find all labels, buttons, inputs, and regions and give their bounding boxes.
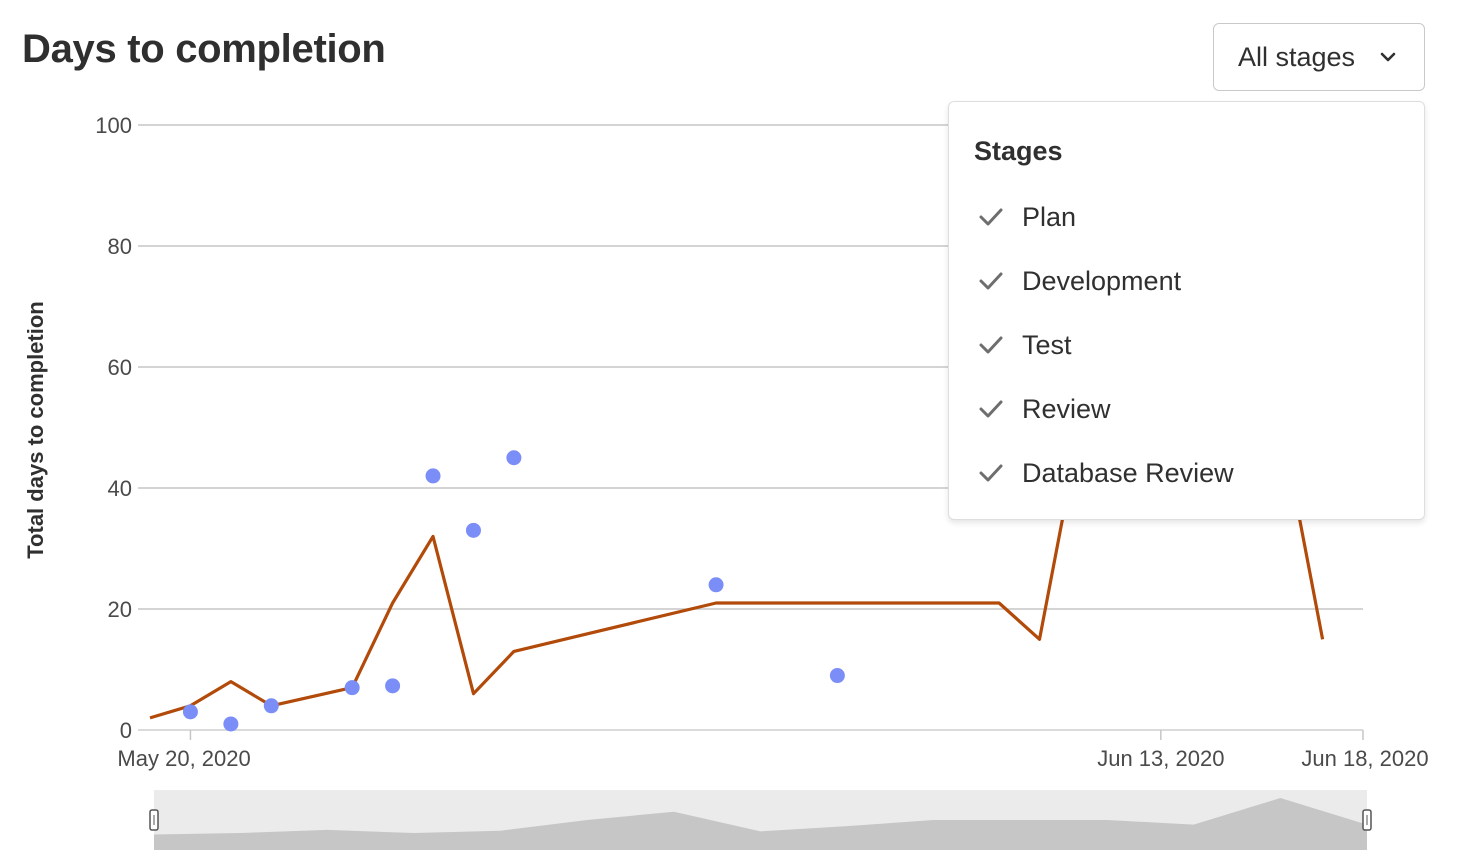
y-tick-label: 20	[108, 597, 132, 622]
stage-menu-header: Stages	[974, 136, 1063, 166]
chart-navigator[interactable]	[149, 790, 1372, 850]
stage-option-label: Review	[1022, 394, 1111, 424]
x-tick-label: Jun 13, 2020	[1097, 746, 1224, 771]
check-icon	[979, 208, 1003, 226]
stage-filter-label: All stages	[1238, 41, 1356, 72]
x-axis: May 20, 2020 Jun 13, 2020 Jun 18, 2020	[117, 730, 1429, 771]
stage-option-plan[interactable]: Plan	[949, 190, 1424, 244]
stage-filter-dropdown[interactable]: All stages	[1213, 23, 1425, 91]
x-tick-label: Jun 18, 2020	[1301, 746, 1428, 771]
check-icon	[979, 464, 1003, 482]
y-axis-title: Total days to completion	[23, 301, 48, 559]
scatter-point	[385, 678, 401, 694]
y-tick-label: 60	[108, 355, 132, 380]
check-icon	[979, 272, 1003, 290]
y-tick-label: 40	[108, 476, 132, 501]
stage-filter-menu: Stages Plan Development Test Review Data…	[948, 101, 1425, 520]
check-icon	[979, 400, 1003, 418]
stage-option-test[interactable]: Test	[949, 318, 1424, 372]
stage-option-database-review[interactable]: Database Review	[949, 446, 1424, 500]
scatter-point	[708, 577, 724, 593]
stage-option-review[interactable]: Review	[949, 382, 1424, 436]
scatter-point	[182, 704, 198, 720]
y-tick-label: 100	[95, 113, 132, 138]
page-title: Days to completion	[22, 27, 386, 71]
scatter-point	[344, 680, 360, 696]
scatter-point	[465, 522, 481, 538]
x-tick-label: May 20, 2020	[117, 746, 250, 771]
y-tick-label: 80	[108, 234, 132, 259]
chevron-down-icon	[1380, 52, 1396, 62]
check-icon	[979, 336, 1003, 354]
stage-option-label: Plan	[1022, 202, 1077, 232]
navigator-area	[154, 798, 1367, 850]
scatter-point	[829, 668, 845, 684]
y-tick-label: 0	[120, 718, 132, 743]
scatter-point	[425, 468, 441, 484]
scatter-point	[223, 716, 239, 732]
scatter-point	[506, 450, 522, 466]
stage-option-development[interactable]: Development	[949, 254, 1424, 308]
stage-option-label: Test	[1022, 330, 1072, 360]
stage-option-label: Development	[1022, 266, 1182, 296]
stage-option-label: Database Review	[1022, 458, 1234, 488]
y-axis-ticks: 0 20 40 60 80 100	[95, 113, 132, 743]
scatter-point	[263, 698, 279, 714]
